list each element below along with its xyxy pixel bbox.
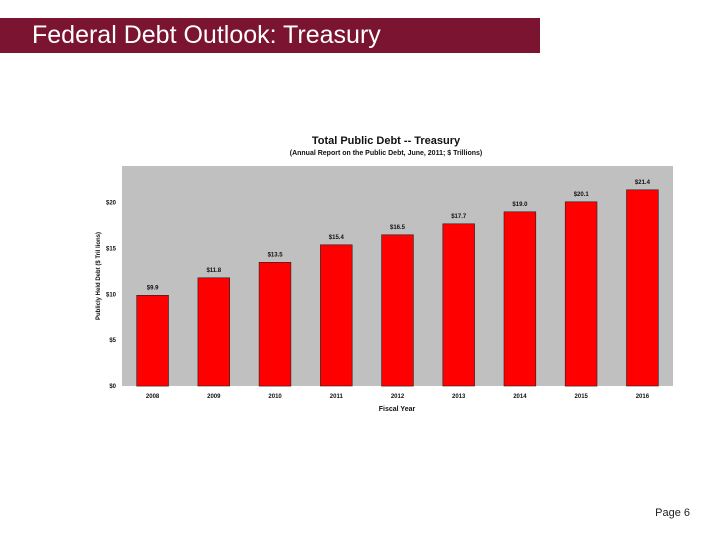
y-tick-label: $0 — [109, 384, 116, 390]
title-banner: Federal Debt Outlook: Treasury — [0, 18, 540, 53]
y-axis: $0 $5 $10 $15 $20 — [106, 201, 117, 390]
bar-value-label: $9.9 — [147, 285, 159, 291]
bar — [381, 234, 414, 387]
y-tick-label: $5 — [109, 338, 116, 344]
x-axis: 2008 2009 2010 2011 2012 2013 2014 2015 2016 — [146, 394, 650, 400]
y-tick-label: $20 — [106, 201, 117, 207]
y-tick-label: $15 — [106, 247, 117, 253]
bar-value-label: $17.7 — [451, 214, 467, 220]
chart-subtitle: (Annual Report on the Public Debt, June,… — [290, 150, 483, 157]
bar — [626, 189, 659, 387]
y-tick-label: $10 — [106, 292, 117, 298]
bar — [197, 277, 230, 387]
bar-value-label: $16.5 — [390, 225, 406, 231]
bar-value-label: $13.5 — [268, 252, 284, 258]
chart-title: Total Public Debt -- Treasury — [312, 135, 461, 147]
x-axis-label: Fiscal Year — [379, 406, 416, 413]
bar — [258, 261, 292, 387]
bar-value-label: $11.8 — [206, 268, 221, 274]
bar — [503, 211, 537, 387]
y-axis-label: Publicly Held Debt ($ Tril lions) — [96, 232, 102, 320]
bar — [564, 201, 598, 387]
bar — [136, 294, 169, 387]
bar-value-label: $20.1 — [574, 192, 590, 198]
x-tick-label: 2009 — [207, 394, 221, 400]
bar-value-label: $21.4 — [635, 180, 651, 186]
x-tick-label: 2016 — [636, 394, 650, 400]
bar — [442, 223, 475, 387]
x-tick-label: 2014 — [513, 394, 527, 400]
x-tick-label: 2011 — [330, 394, 344, 400]
bar — [320, 244, 353, 387]
page-number: Page 6 — [655, 507, 690, 519]
slide-title: Federal Debt Outlook: Treasury — [32, 21, 381, 49]
bar-value-label: $19.0 — [512, 202, 528, 208]
x-tick-label: 2012 — [391, 394, 405, 400]
x-tick-label: 2010 — [268, 394, 282, 400]
x-tick-label: 2015 — [575, 394, 589, 400]
bar-value-label: $15.4 — [329, 235, 345, 241]
bar-series: $9.9 $11.8 $13.5 $15.4 $16.5 $17.7 $19.0 $20.1 $… — [136, 180, 659, 387]
x-tick-label: 2008 — [146, 394, 160, 400]
x-tick-label: 2013 — [452, 394, 466, 400]
